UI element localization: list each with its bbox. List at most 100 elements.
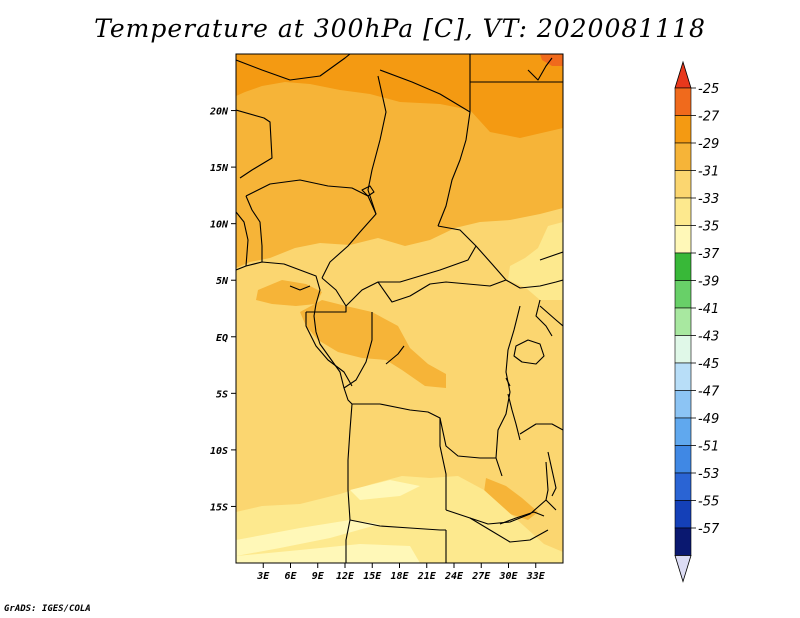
boundary-car [345, 225, 477, 307]
lat-tick-label: 20N [209, 107, 229, 118]
boundary-malawi [545, 461, 557, 511]
lon-tick-label: 24E [444, 571, 464, 582]
colorbar-label: -47 [698, 385, 720, 400]
field-band-33-south [236, 476, 563, 563]
field-patch-25 [540, 54, 563, 66]
colorbar-label: -35 [698, 220, 719, 235]
boundary-congo-gabon [305, 312, 353, 387]
colorbar-swatch [674, 527, 692, 556]
colorbar-swatch [674, 170, 692, 199]
boundary-zambia-south [445, 499, 547, 525]
boundary-zimbabwe [469, 517, 549, 543]
colorbar-swatch [674, 417, 692, 446]
colorbar-label: -53 [698, 467, 719, 482]
colorbar-swatch [674, 280, 692, 309]
lon-tick-label: 15E [363, 571, 382, 582]
colorbar-swatch [674, 500, 692, 529]
boundary-cameroon [306, 277, 347, 313]
colorbar-swatch [674, 472, 692, 501]
lon-tick-label: 18E [390, 571, 409, 582]
boundary-ethiopia [539, 251, 563, 261]
country-boundaries [236, 54, 563, 563]
colorbar-swatch [674, 197, 692, 226]
field-patch-29-gabon [256, 280, 322, 306]
coastline-nigeria-niger-delta [289, 285, 311, 291]
red-sea-coast [527, 57, 553, 81]
field-band-33-east [508, 222, 563, 300]
field-band-27 [236, 54, 563, 138]
colorbar-swatch [674, 87, 692, 116]
colorbar-label: -33 [698, 192, 719, 207]
lon-tick-label: 9E [312, 571, 325, 582]
boundary-ghana [236, 211, 249, 267]
colorbar-swatch [674, 307, 692, 336]
lon-tick-label: 12E [336, 571, 355, 582]
lat-tick-label: 5S [216, 389, 228, 400]
lon-tick-label: 33E [526, 571, 546, 582]
colorbar-swatch [674, 115, 692, 144]
longitude-axis: 3E 6E 9E 12E 15E 18E 21E 24E 27E 30E 33E [256, 563, 546, 582]
colorbar-label: -57 [698, 522, 720, 537]
boundary-drc-east [495, 305, 521, 477]
colorbar-label: -39 [698, 275, 719, 290]
colorbar-bottom-arrow [674, 555, 692, 583]
lon-tick-label: 3E [256, 571, 270, 582]
grads-credit: GrADS: IGES/COLA [4, 604, 91, 614]
lat-tick-label: EQ [216, 333, 228, 344]
boundary-congo-drc [343, 312, 373, 389]
colorbar-swatch [674, 225, 692, 254]
boundary-benin-togo [245, 195, 263, 262]
colorbar-top-arrow [674, 60, 692, 89]
colorbar: -25 -27 -29 -31 -33 -35 -37 -39 -41 -43 -45 -47 -49 -… [674, 60, 720, 583]
colorbar-label: -25 [698, 82, 719, 97]
lat-tick-label: 15S [210, 502, 228, 513]
colorbar-label: -29 [698, 137, 719, 152]
boundary-angola-zambia [439, 418, 447, 510]
boundary-uganda-kenya [539, 305, 563, 327]
colorbar-label: -41 [698, 302, 719, 317]
colorbar-label: -55 [698, 495, 719, 510]
lat-tick-label: 10S [210, 446, 228, 457]
lon-tick-label: 6E [284, 571, 297, 582]
congo-river [385, 345, 405, 365]
field-streak-35-2 [236, 544, 420, 563]
field-streak-35-3 [350, 480, 420, 500]
latitude-axis: 20N 15N 10N 5N EQ 5S 10S 15S [209, 107, 236, 513]
lat-tick-label: 15N [210, 163, 229, 174]
boundary-mali-niger [236, 109, 273, 179]
boundary-tanzania [519, 423, 563, 435]
lon-tick-label: 21E [417, 571, 437, 582]
colorbar-swatch [674, 445, 692, 474]
temperature-field [236, 54, 563, 563]
colorbar-swatch [674, 390, 692, 419]
nile-river [535, 299, 553, 337]
lake-kariba [499, 511, 545, 525]
lon-tick-label: 27E [471, 571, 491, 582]
boundary-libya [379, 54, 471, 113]
lake-kivu [505, 377, 511, 387]
lon-tick-label: 30E [498, 571, 518, 582]
boundary-namibia [349, 519, 446, 531]
colorbar-label: -43 [698, 330, 719, 345]
colorbar-swatch [674, 252, 692, 281]
map-title: Temperature at 300hPa [C], VT: 202008111… [94, 14, 706, 43]
lake-tanganyika [507, 393, 521, 441]
colorbar-label: -45 [698, 357, 719, 372]
lake-malawi [547, 451, 557, 497]
coastline-west-africa [236, 261, 353, 563]
lat-tick-label: 5N [216, 276, 229, 287]
colorbar-label: -51 [698, 440, 719, 455]
lake-chad [361, 185, 375, 197]
lake-victoria [513, 339, 545, 365]
field-patch-29-zambia [484, 478, 538, 520]
lat-tick-label: 10N [210, 220, 229, 231]
boundary-south-sudan [475, 245, 563, 289]
colorbar-swatch [674, 335, 692, 364]
colorbar-label: -27 [698, 110, 720, 125]
boundary-chad-sudan [437, 111, 471, 227]
colorbar-label: -31 [698, 165, 719, 180]
colorbar-label: -49 [698, 412, 719, 427]
colorbar-label: -37 [698, 247, 720, 262]
boundary-drc-north [377, 279, 507, 303]
